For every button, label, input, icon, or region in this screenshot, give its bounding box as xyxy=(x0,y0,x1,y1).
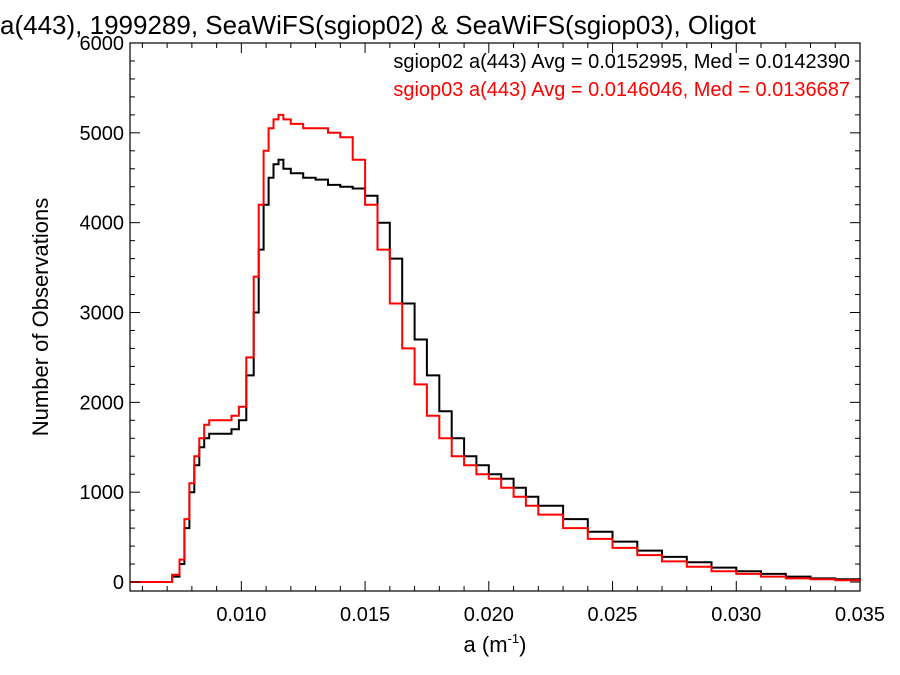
x-tick-label: 0.020 xyxy=(464,604,514,626)
y-axis-label: Number of Observations xyxy=(28,198,53,436)
legend: sgiop02 a(443) Avg = 0.0152995, Med = 0.… xyxy=(393,51,850,101)
series-line-sgiop02 xyxy=(130,158,861,583)
y-tick-label: 2000 xyxy=(80,392,125,414)
y-tick-label: 6000 xyxy=(80,33,125,55)
x-axis-label-main: a (m xyxy=(464,632,508,657)
legend-entry-sgiop02: sgiop02 a(443) Avg = 0.0152995, Med = 0.… xyxy=(393,51,850,73)
y-tick-label: 5000 xyxy=(80,123,125,145)
series-layer xyxy=(130,113,861,583)
x-axis-ticks: 0.010 0.015 0.020 0.025 0.030 0.035 xyxy=(141,43,885,626)
x-tick-label: 0.030 xyxy=(711,604,761,626)
series-line-sgiop03 xyxy=(130,113,861,583)
x-tick-label: 0.015 xyxy=(340,604,390,626)
x-axis-label-close: ) xyxy=(519,632,526,657)
x-axis-label-superscript: -1 xyxy=(508,631,520,646)
y-tick-label: 0 xyxy=(113,572,124,594)
y-axis-ticks: 0 1000 2000 3000 4000 5000 6000 xyxy=(80,33,860,594)
plot-frame xyxy=(129,42,861,592)
x-axis-label: a (m-1) xyxy=(464,631,527,657)
chart-title: a(443), 1999289, SeaWiFS(sgiop02) & SeaW… xyxy=(0,10,757,40)
x-tick-label: 0.010 xyxy=(216,604,266,626)
y-tick-label: 1000 xyxy=(80,482,125,504)
y-tick-label: 3000 xyxy=(80,303,125,325)
y-tick-label: 4000 xyxy=(80,213,125,235)
x-tick-label: 0.025 xyxy=(588,604,638,626)
legend-entry-sgiop03: sgiop03 a(443) Avg = 0.0146046, Med = 0.… xyxy=(393,79,850,101)
x-tick-label: 0.035 xyxy=(835,604,885,626)
